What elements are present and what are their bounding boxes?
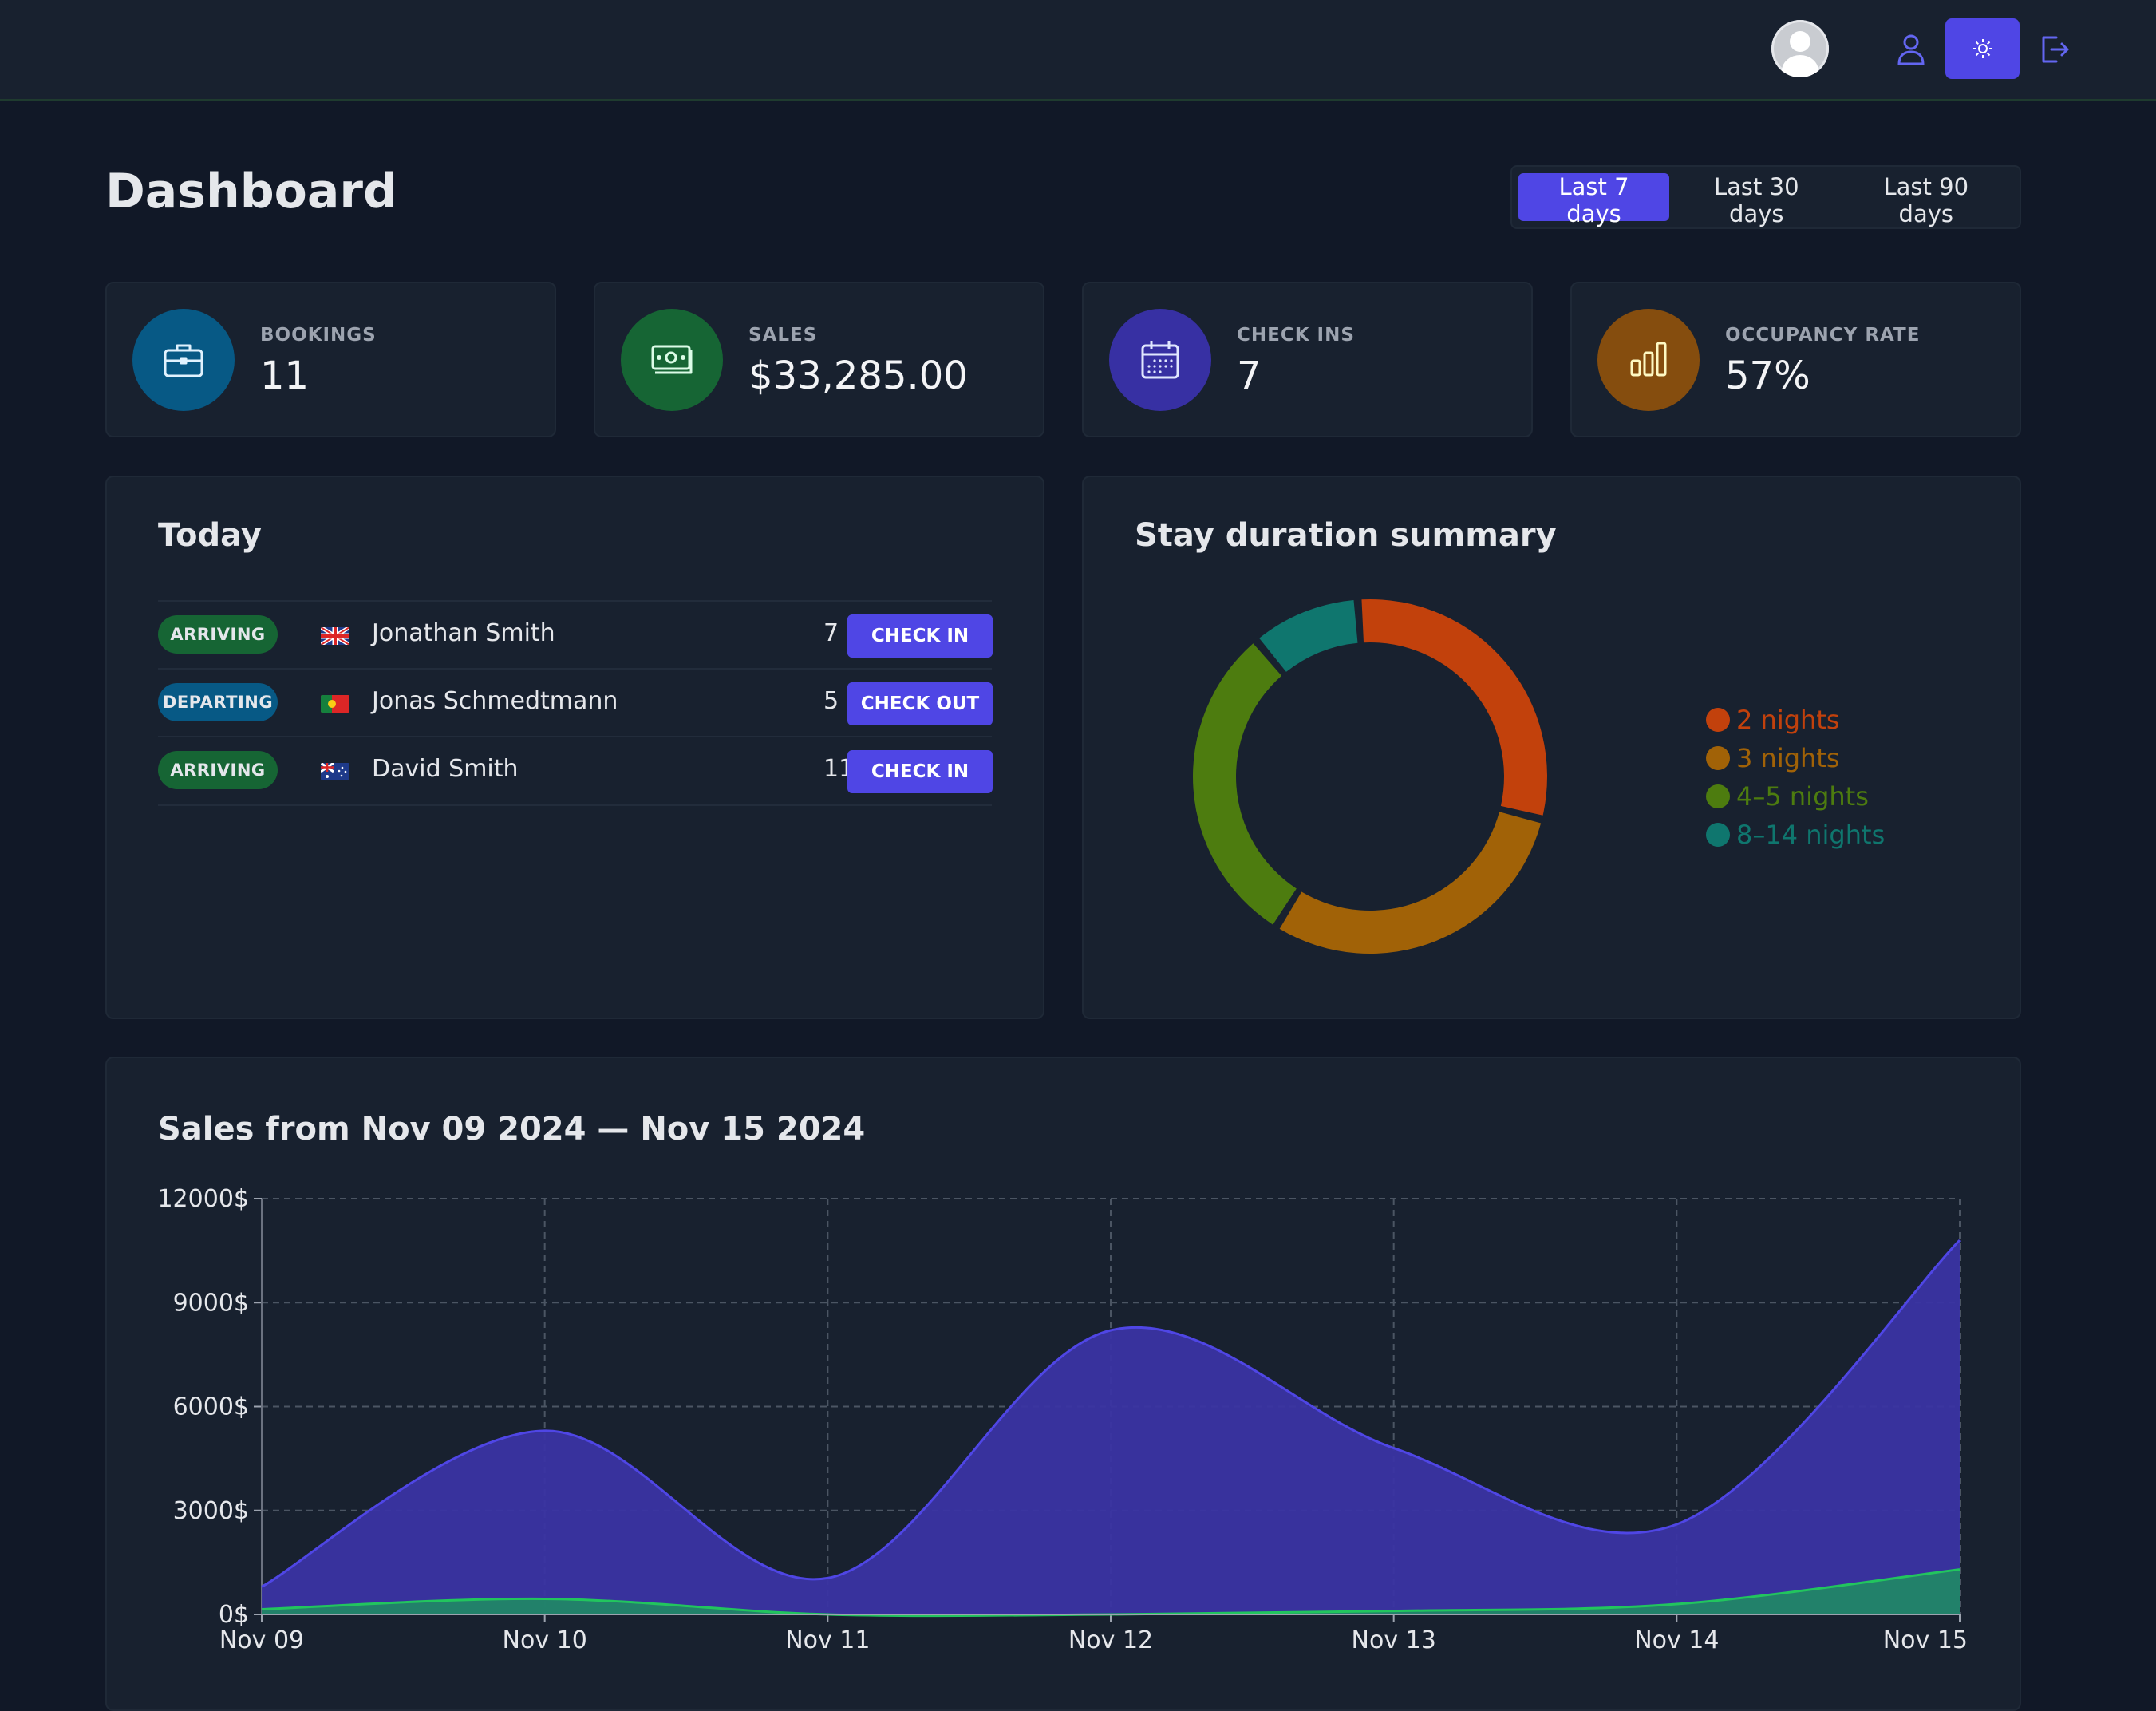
stat-value: 57% xyxy=(1725,354,1810,398)
legend-swatch xyxy=(1706,708,1730,732)
donut-slice-3-nights[interactable] xyxy=(1279,812,1542,954)
legend-label: 4–5 nights xyxy=(1736,781,1869,812)
user-avatar[interactable] xyxy=(1771,20,1829,77)
filter-last-90-days[interactable]: Last 90 days xyxy=(1844,173,2009,227)
check-in-button[interactable]: CHECK IN xyxy=(847,750,993,793)
stat-value: $33,285.00 xyxy=(748,354,968,398)
y-tick-label: 3000$ xyxy=(173,1497,249,1525)
y-tick-label: 6000$ xyxy=(173,1393,249,1421)
today-row: DEPARTING Jonas Schmedtmann 5 nights CHE… xyxy=(158,668,993,737)
logout-icon[interactable] xyxy=(2024,19,2085,80)
user-icon[interactable] xyxy=(1881,19,1941,80)
donut-slice-2-nights[interactable] xyxy=(1361,599,1547,816)
x-tick-label: Nov 15 xyxy=(1883,1626,1968,1654)
status-badge: ARRIVING xyxy=(158,615,278,654)
briefcase-icon xyxy=(132,309,235,411)
stay-duration-legend: 2 nights 3 nights 4–5 nights 8–14 nights xyxy=(1706,701,1885,854)
flag-gb-icon xyxy=(321,627,349,645)
donut-slice-4-5-nights[interactable] xyxy=(1193,643,1297,925)
legend-swatch xyxy=(1706,784,1730,808)
date-filter: Last 7 days Last 30 days Last 90 days xyxy=(1510,165,2021,229)
flag-au-icon xyxy=(321,763,349,780)
area-series-1 xyxy=(262,1569,1960,1616)
sun-icon xyxy=(1972,39,1992,58)
page-title: Dashboard xyxy=(105,164,397,219)
stay-duration-title: Stay duration summary xyxy=(1135,517,1557,554)
theme-toggle-button[interactable] xyxy=(1945,18,2020,79)
x-tick-label: Nov 10 xyxy=(503,1626,587,1654)
stat-card-sales: SALES $33,285.00 xyxy=(594,282,1044,437)
stay-duration-donut-chart xyxy=(1193,599,1547,954)
legend-item: 8–14 nights xyxy=(1706,816,1885,854)
x-tick-label: Nov 14 xyxy=(1634,1626,1719,1654)
guest-name: Jonas Schmedtmann xyxy=(372,687,618,715)
check-out-button[interactable]: CHECK OUT xyxy=(847,682,993,725)
line-series-0 xyxy=(261,1239,1961,1588)
guest-name: David Smith xyxy=(372,755,519,783)
stat-card-occupancy-rate: OCCUPANCY RATE 57% xyxy=(1570,282,2021,437)
stat-value: 11 xyxy=(260,354,310,398)
x-tick-label: Nov 13 xyxy=(1352,1626,1436,1654)
check-in-button[interactable]: CHECK IN xyxy=(847,614,993,658)
stat-value: 7 xyxy=(1237,354,1262,398)
y-tick-label: 0$ xyxy=(219,1601,249,1629)
y-tick-label: 12000$ xyxy=(157,1185,249,1213)
legend-label: 3 nights xyxy=(1736,743,1840,773)
legend-label: 2 nights xyxy=(1736,705,1840,735)
sales-chart-title: Sales from Nov 09 2024 — Nov 15 2024 xyxy=(158,1111,866,1148)
y-tick-label: 9000$ xyxy=(173,1289,249,1317)
today-card: Today ARRIVING Jonathan Smith 7 nights C… xyxy=(105,476,1044,1019)
stat-card-bookings: BOOKINGS 11 xyxy=(105,282,556,437)
top-bar xyxy=(0,0,2156,101)
stat-label: SALES xyxy=(748,325,818,346)
calendar-icon xyxy=(1109,309,1211,411)
stat-label: CHECK INS xyxy=(1237,325,1355,346)
stay-duration-card: Stay duration summary 2 nights 3 nights 4–… xyxy=(1082,476,2021,1019)
guest-name: Jonathan Smith xyxy=(372,619,555,647)
status-badge: ARRIVING xyxy=(158,751,278,789)
flag-pt-icon xyxy=(321,695,349,713)
stat-label: BOOKINGS xyxy=(260,325,377,346)
status-badge: DEPARTING xyxy=(158,683,278,721)
x-tick-label: Nov 11 xyxy=(785,1626,870,1654)
legend-swatch xyxy=(1706,823,1730,847)
x-tick-label: Nov 09 xyxy=(219,1626,304,1654)
legend-swatch xyxy=(1706,746,1730,770)
stat-card-check-ins: CHECK INS 7 xyxy=(1082,282,1533,437)
today-row: ARRIVING David Smith 11 nights CHECK IN xyxy=(158,736,993,806)
banknotes-icon xyxy=(621,309,723,411)
sales-area-chart: 0$ 3000$ 6000$ 9000$ 12000$ Nov 09 Nov 10 Nov 1… xyxy=(157,1185,1968,1654)
bar-chart-icon xyxy=(1597,309,1700,411)
legend-item: 3 nights xyxy=(1706,739,1885,777)
donut-slice-8-14-nights[interactable] xyxy=(1259,599,1358,672)
legend-item: 2 nights xyxy=(1706,701,1885,739)
legend-item: 4–5 nights xyxy=(1706,777,1885,816)
filter-last-30-days[interactable]: Last 30 days xyxy=(1674,173,1839,227)
filter-last-7-days[interactable]: Last 7 days xyxy=(1518,173,1670,227)
today-row: ARRIVING Jonathan Smith 7 nights CHECK I… xyxy=(158,600,993,669)
x-tick-label: Nov 12 xyxy=(1068,1626,1153,1654)
stat-label: OCCUPANCY RATE xyxy=(1725,325,1921,346)
today-title: Today xyxy=(158,517,262,554)
area-series-0 xyxy=(262,1240,1960,1614)
legend-label: 8–14 nights xyxy=(1736,820,1886,850)
